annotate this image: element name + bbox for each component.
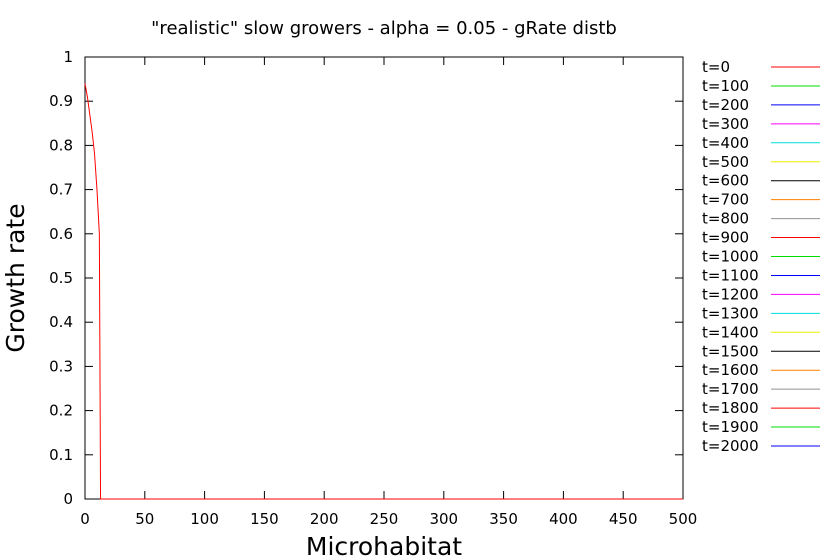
legend-label: t=600 [702,172,749,190]
legend-label: t=1700 [702,380,759,398]
y-tick-label: 0.5 [49,269,73,287]
legend-label: t=500 [702,153,749,171]
x-tick-label: 350 [489,510,518,528]
x-tick-label: 450 [609,510,638,528]
x-tick-label: 250 [370,510,399,528]
y-tick-label: 0.1 [49,446,73,464]
y-tick-label: 1 [63,48,73,66]
legend-label: t=900 [702,229,749,247]
legend-label: t=1300 [702,304,759,322]
y-axis: 0 0.1 0.2 0.3 0.4 0.5 0.6 0.7 0.8 0.9 1 [49,48,683,508]
x-axis: 0 50 100 150 200 250 300 350 400 450 500 [80,57,697,528]
legend-label: t=1100 [702,266,759,284]
legend-label: t=1600 [702,361,759,379]
x-axis-label: Microhabitat [306,532,462,560]
y-tick-label: 0.3 [49,357,73,375]
x-tick-label: 200 [310,510,339,528]
y-tick-label: 0.7 [49,181,73,199]
legend-label: t=700 [702,191,749,209]
series-line-t-0 [84,83,683,500]
y-tick-label: 0.9 [49,92,73,110]
legend-label: t=1400 [702,323,759,341]
legend-label: t=300 [702,115,749,133]
legend: t=0t=100t=200t=300t=400t=500t=600t=700t=… [702,58,820,455]
y-tick-label: 0.6 [49,225,73,243]
legend-label: t=1500 [702,342,759,360]
x-tick-label: 50 [135,510,154,528]
plot-area [84,56,684,500]
legend-label: t=2000 [702,437,759,455]
x-tick-label: 150 [250,510,279,528]
chart-title: "realistic" slow growers - alpha = 0.05 … [151,18,617,39]
x-tick-label: 500 [669,510,698,528]
legend-label: t=100 [702,77,749,95]
legend-label: t=1000 [702,248,759,266]
y-tick-label: 0 [63,490,73,508]
y-tick-label: 0.4 [49,313,73,331]
y-axis-label: Growth rate [1,203,30,352]
y-tick-label: 0.8 [49,136,73,154]
legend-label: t=1900 [702,418,759,436]
x-tick-label: 400 [549,510,578,528]
legend-label: t=1800 [702,399,759,417]
legend-label: t=800 [702,210,749,228]
series-lines [84,83,683,500]
legend-label: t=200 [702,96,749,114]
y-tick-label: 0.2 [49,402,73,420]
x-tick-label: 300 [429,510,458,528]
plot-border [84,56,684,500]
legend-label: t=400 [702,134,749,152]
legend-label: t=1200 [702,285,759,303]
x-tick-label: 100 [190,510,219,528]
x-tick-label: 0 [80,510,90,528]
legend-label: t=0 [702,58,730,76]
